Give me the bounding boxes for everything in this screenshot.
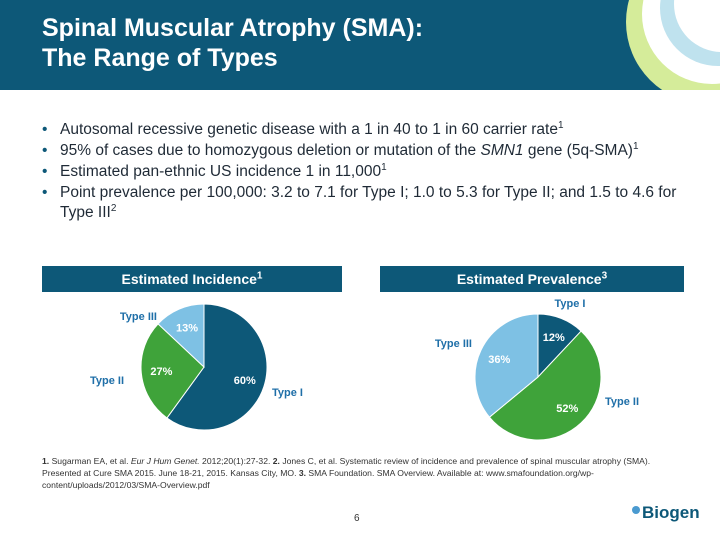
ref-number: 1. <box>42 456 50 466</box>
slice-percent-label: 36% <box>488 354 510 366</box>
slice-category-label: Type I <box>272 387 303 399</box>
ref-journal: Eur J Hum Genet. <box>130 456 200 466</box>
slide-header: Spinal Muscular Atrophy (SMA): The Range… <box>0 0 720 90</box>
bullet-dot: • <box>42 121 48 138</box>
prevalence-pie-chart: 12% Type I 52% Type II 36% Type III <box>435 298 639 441</box>
prevalence-title: Estimated Prevalence <box>456 271 602 287</box>
slice-category-label: Type III <box>435 338 472 350</box>
slice-category-label: Type III <box>120 311 157 323</box>
ref-text: Jones C, et al. Systematic review of inc… <box>42 456 651 478</box>
citation-sup: 1 <box>557 119 564 131</box>
logo-text: Biogen <box>642 503 700 522</box>
page-number: 6 <box>354 513 360 524</box>
incidence-panel-header: Estimated Incidence1 <box>42 266 342 292</box>
gene-name: SMN1 <box>480 142 524 159</box>
ref-number: 3. <box>298 468 307 478</box>
slice-category-label: Type II <box>90 375 124 387</box>
ref-text: Sugarman EA, et al. <box>51 456 129 466</box>
bullet-dot: • <box>42 163 48 180</box>
citation-sup: 3 <box>601 270 608 282</box>
pie-slice-type-iii <box>474 313 539 418</box>
decorative-swoosh <box>626 0 720 90</box>
bullet-text: Autosomal recessive genetic disease with… <box>60 121 558 138</box>
citation-sup: 1 <box>381 161 387 173</box>
bullet-item: • Estimated pan-ethnic US incidence 1 in … <box>38 162 678 182</box>
slice-percent-label: 13% <box>176 323 198 335</box>
ref-number: 2. <box>272 456 280 466</box>
bullet-item: • 95% of cases due to homozygous deletion… <box>38 141 678 161</box>
bullet-text: 95% of cases due to homozygous deletion … <box>60 142 481 159</box>
citation-sup: 1 <box>256 270 263 282</box>
title-line-1: Spinal Muscular Atrophy (SMA): <box>42 14 424 42</box>
bullet-text: Estimated pan-ethnic US incidence 1 in 1… <box>60 163 382 180</box>
slice-category-label: Type II <box>605 396 639 408</box>
bullet-text: Point prevalence per 100,000: 3.2 to 7.1… <box>60 184 677 221</box>
slice-percent-label: 52% <box>556 403 578 415</box>
citation-sup: 1 <box>632 140 639 152</box>
slice-percent-label: 27% <box>150 366 172 378</box>
bullet-list: • Autosomal recessive genetic disease wit… <box>38 120 678 224</box>
biogen-logo: Biogen <box>632 503 700 523</box>
incidence-pie-chart: 60% Type I 27% Type II 13% Type III <box>90 303 303 431</box>
slice-category-label: Type I <box>555 298 586 310</box>
bullet-dot: • <box>42 142 48 159</box>
title-line-2: The Range of Types <box>42 44 278 72</box>
logo-mark-icon <box>632 506 640 514</box>
slide-title: Spinal Muscular Atrophy (SMA): The Range… <box>42 13 423 73</box>
ref-text: 2012;20(1):27-32. <box>202 456 271 466</box>
bullet-item: • Point prevalence per 100,000: 3.2 to 7.… <box>38 183 678 223</box>
slice-percent-label: 12% <box>543 332 565 344</box>
pie-slice-type-ii <box>140 323 205 419</box>
references: 1. Sugarman EA, et al. Eur J Hum Genet. … <box>42 455 652 491</box>
bullet-dot: • <box>42 184 48 201</box>
pie-slice-type-iii <box>157 303 205 369</box>
bullet-item: • Autosomal recessive genetic disease wit… <box>38 120 678 140</box>
pie-slice-type-i <box>166 303 268 431</box>
ref-text: SMA Foundation. SMA Overview. Available … <box>42 468 594 490</box>
bullet-text: gene (5q-SMA) <box>523 142 633 159</box>
incidence-title: Estimated Incidence <box>121 271 257 287</box>
pie-slice-type-ii <box>488 330 602 441</box>
prevalence-panel-header: Estimated Prevalence3 <box>380 266 684 292</box>
citation-sup: 2 <box>110 202 117 214</box>
slice-percent-label: 60% <box>234 375 256 387</box>
